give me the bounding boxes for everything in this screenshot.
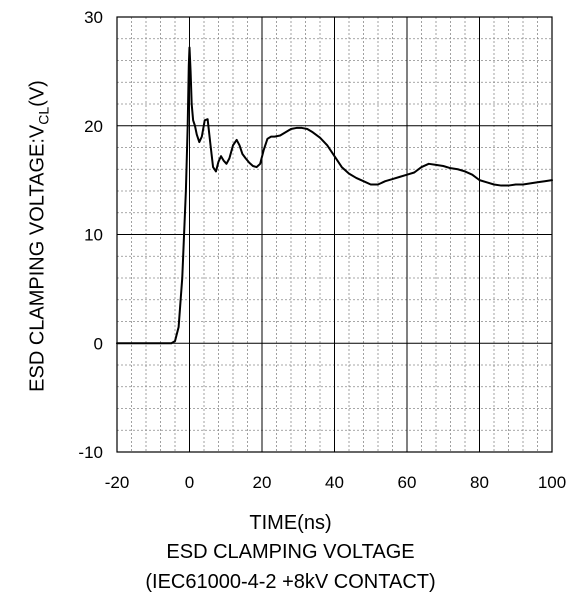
clamping-voltage-line <box>116 46 553 345</box>
y-tick-label: 10 <box>84 226 103 245</box>
x-tick-label: 100 <box>538 473 566 492</box>
x-tick-label: 20 <box>253 473 272 492</box>
x-axis-label: TIME(ns) <box>249 512 332 534</box>
chart-subtitle: (IEC61000-4-2 +8kV CONTACT) <box>145 571 436 593</box>
x-tick-label: 40 <box>325 473 344 492</box>
x-tick-label: 80 <box>470 473 489 492</box>
y-tick-label: 0 <box>94 334 103 353</box>
x-tick-labels: -20 0 20 40 60 80 100 <box>105 473 566 492</box>
x-tick-label: 60 <box>398 473 417 492</box>
y-tick-label: 30 <box>84 8 103 27</box>
y-axis-label: ESD CLAMPING VOLTAGE:VCL(V) <box>26 80 52 392</box>
y-tick-label: 20 <box>84 117 103 136</box>
plot-frame <box>116 16 553 453</box>
y-tick-label: -10 <box>78 443 103 462</box>
y-tick-labels: -10 0 10 20 30 <box>78 8 103 462</box>
x-tick-label: -20 <box>105 473 130 492</box>
x-tick-label: 0 <box>185 473 194 492</box>
chart-title: ESD CLAMPING VOLTAGE <box>166 541 415 563</box>
